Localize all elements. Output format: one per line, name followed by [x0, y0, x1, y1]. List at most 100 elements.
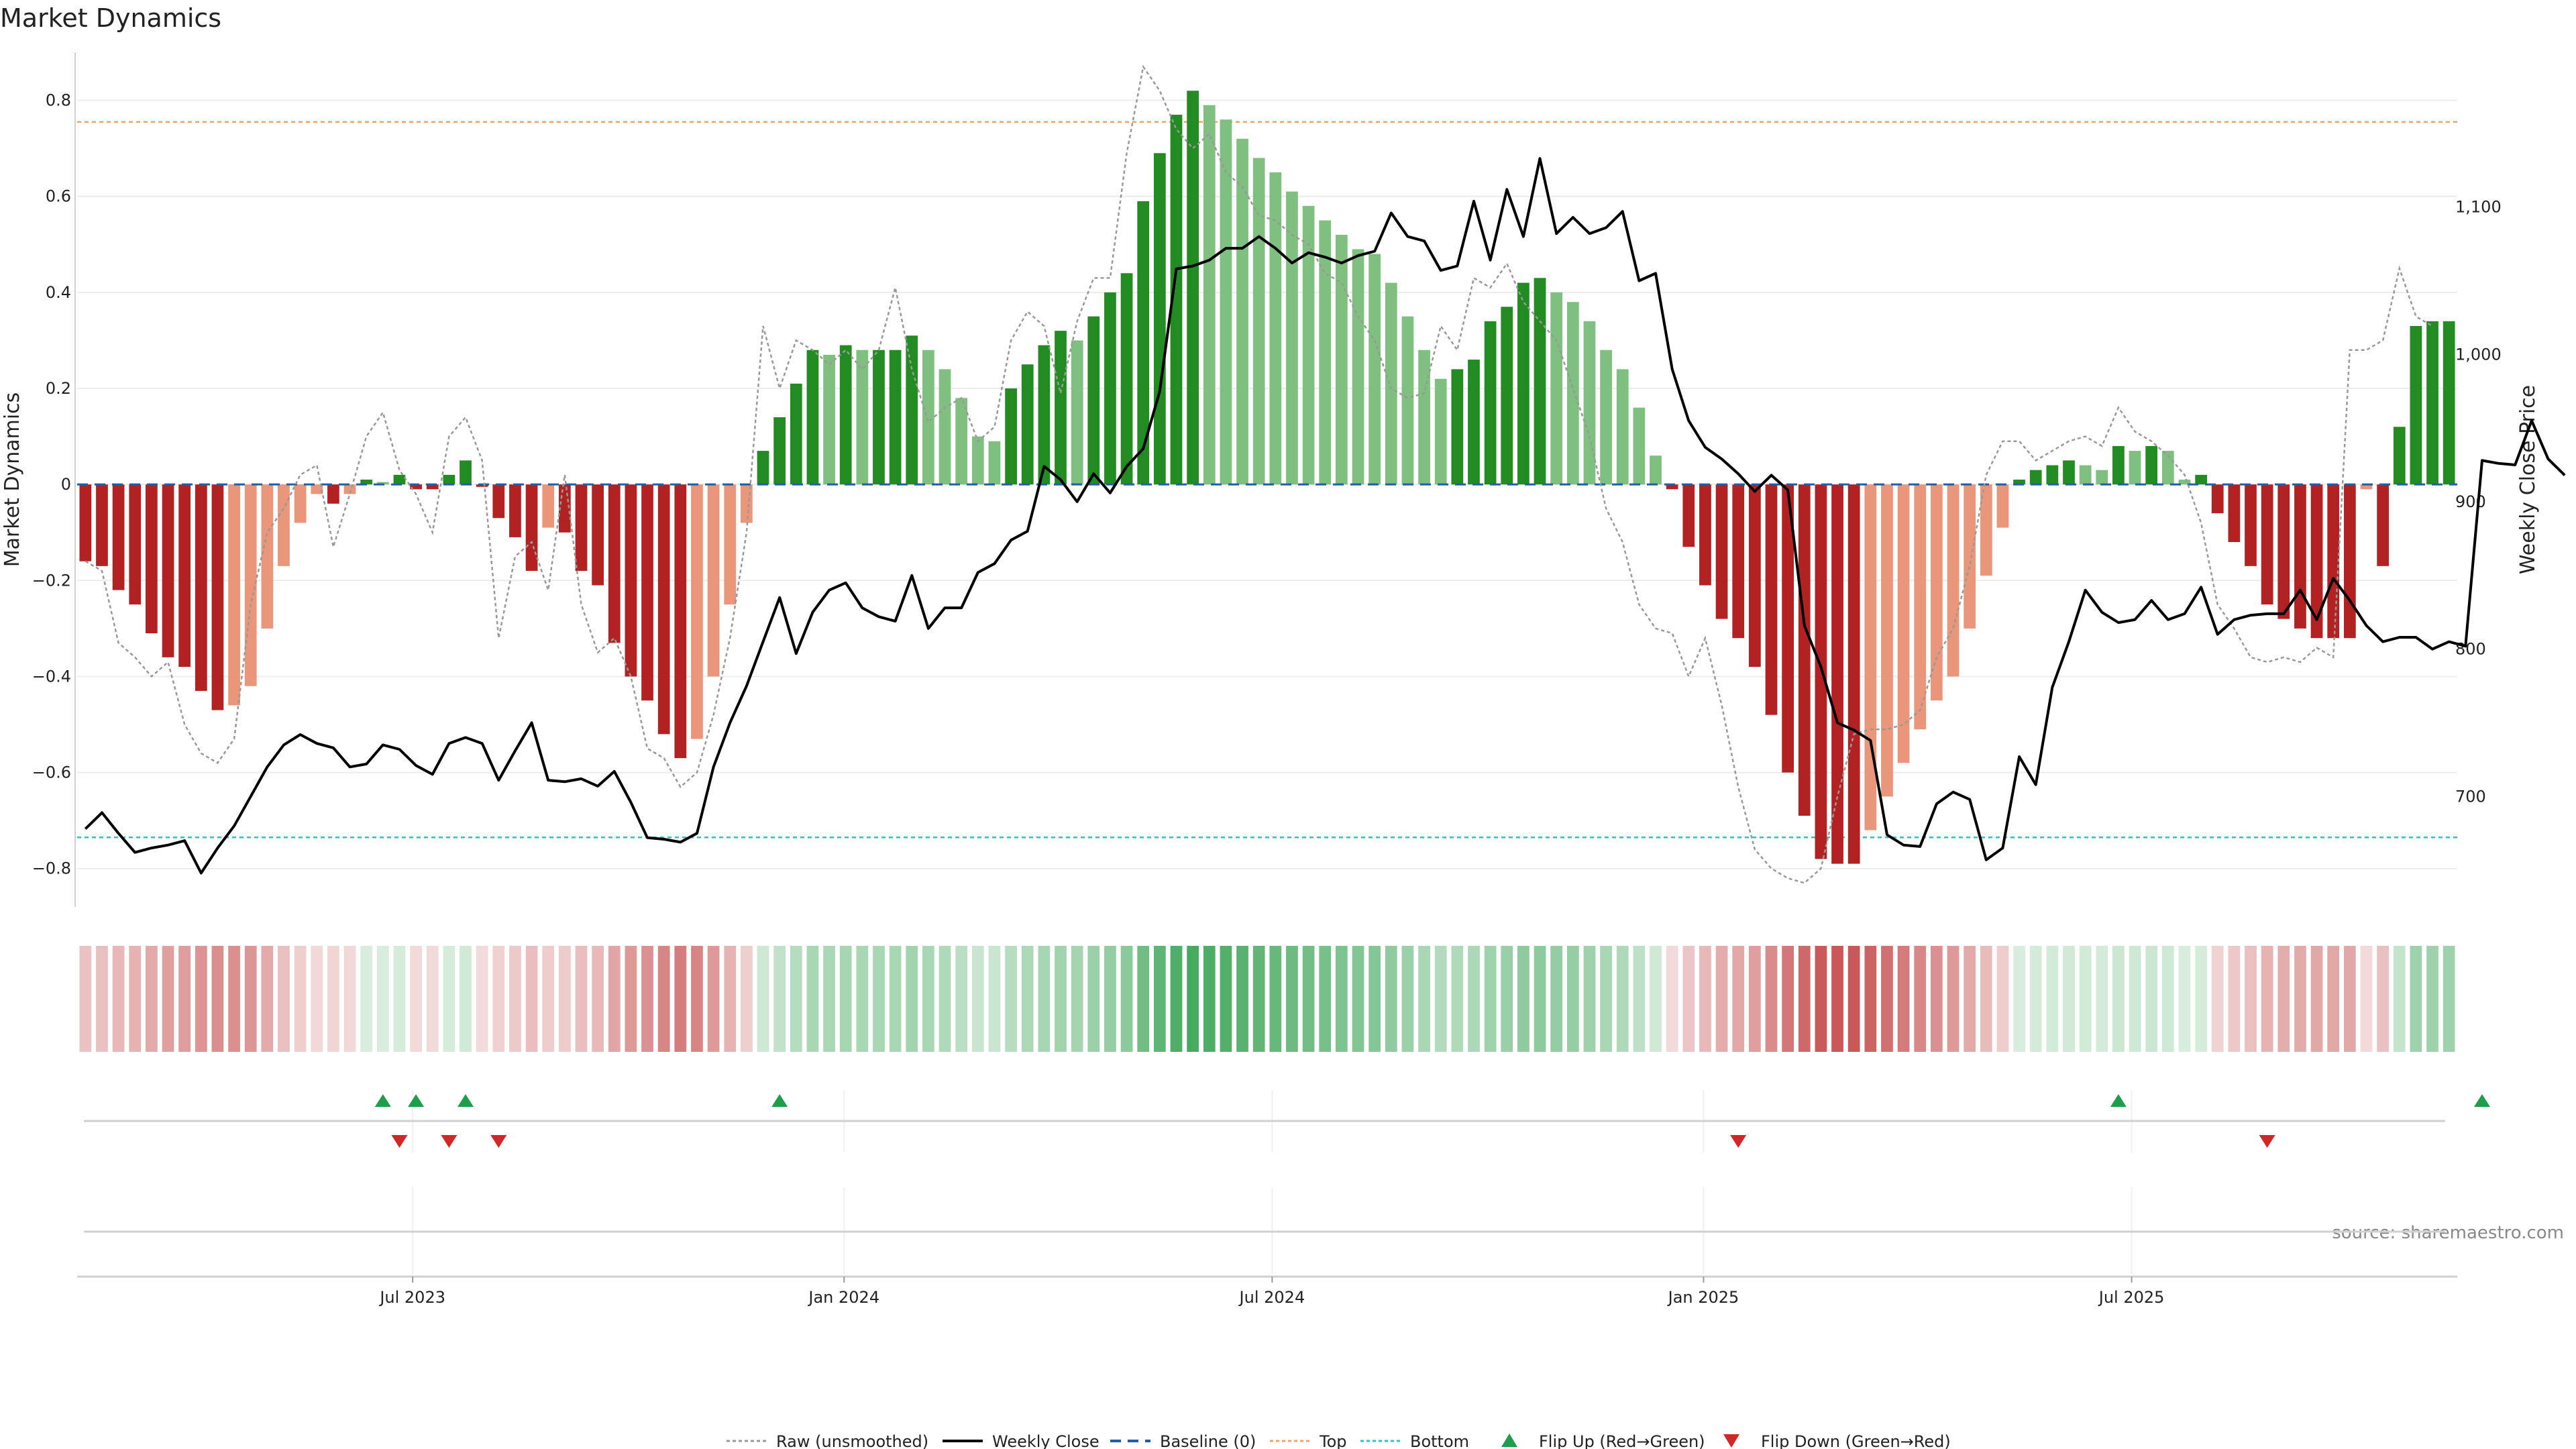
heat-cell — [707, 946, 720, 1052]
dynamics-bar — [1418, 350, 1430, 485]
dynamics-bar — [1633, 407, 1646, 485]
heat-cell — [2327, 946, 2340, 1052]
heat-cell — [2161, 946, 2174, 1052]
legend: Raw (unsmoothed) Weekly Close Baseline (0)… — [727, 1432, 1951, 1449]
dynamics-bar — [2443, 321, 2455, 485]
heat-cell — [1236, 946, 1248, 1052]
heat-cell — [773, 946, 786, 1052]
heat-cell — [1451, 946, 1464, 1052]
flip-down-marker — [441, 1135, 458, 1148]
heat-cell — [1137, 946, 1150, 1052]
heat-cell — [1996, 946, 2009, 1052]
heat-cell — [1170, 946, 1183, 1052]
dynamics-bar — [906, 335, 918, 485]
heat-cell — [1187, 946, 1199, 1052]
dynamics-bar — [376, 482, 389, 485]
heat-cell — [1897, 946, 1910, 1052]
heat-cell — [2013, 946, 2025, 1052]
dynamics-bar — [1137, 201, 1150, 485]
legend-item-top: Top — [1270, 1432, 1347, 1449]
chart-title: Market Dynamics — [0, 3, 221, 33]
dynamics-bar — [2261, 484, 2273, 605]
dynamics-bar — [790, 383, 802, 485]
heat-cell — [2426, 946, 2438, 1052]
dynamics-bar — [244, 484, 257, 686]
dynamics-bar — [1071, 340, 1083, 485]
heat-cell — [1748, 946, 1761, 1052]
heat-cell — [393, 946, 406, 1052]
y2-axis-label: Weekly Close Price — [2516, 385, 2540, 574]
dynamics-bar — [1748, 484, 1761, 667]
heat-cell — [1401, 946, 1414, 1052]
dynamics-bar — [1847, 484, 1860, 864]
dynamics-bar — [195, 484, 207, 691]
flip-up-marker — [408, 1094, 425, 1107]
dynamics-bar — [691, 484, 703, 739]
heat-cell — [129, 946, 142, 1052]
dynamics-bar — [707, 484, 720, 677]
heat-cell — [1104, 946, 1116, 1052]
dynamics-bar — [327, 484, 339, 504]
flip-down-marker — [391, 1135, 408, 1148]
flip-up-marker — [458, 1094, 474, 1107]
heat-cell — [2063, 946, 2075, 1052]
heat-cell — [1583, 946, 1596, 1052]
dynamics-bar — [178, 484, 191, 667]
legend-label: Flip Down (Green→Red) — [1761, 1432, 1951, 1449]
dynamics-bar — [443, 474, 455, 485]
heat-cell — [195, 946, 207, 1052]
x-tick-label: Jan 2024 — [807, 1288, 879, 1307]
dynamics-bar — [757, 451, 769, 485]
heat-cell — [1566, 946, 1579, 1052]
dynamics-bar — [492, 484, 505, 519]
heat-cell — [1931, 946, 1943, 1052]
dynamics-bar — [1765, 484, 1778, 715]
dynamics-bar — [360, 480, 373, 485]
heat-cell — [1286, 946, 1298, 1052]
heat-cell — [2112, 946, 2125, 1052]
dynamics-bar — [1881, 484, 1893, 797]
y-tick-label: −0.2 — [32, 571, 71, 590]
heat-cell — [641, 946, 653, 1052]
dynamics-bar — [228, 484, 240, 706]
heat-cell — [1468, 946, 1480, 1052]
heat-cell — [806, 946, 819, 1052]
heat-cell — [1153, 946, 1166, 1052]
heat-cell — [96, 946, 108, 1052]
dynamics-bar — [343, 484, 356, 494]
heat-cell — [327, 946, 339, 1052]
heat-cell — [162, 946, 174, 1052]
dynamics-bar — [1401, 316, 1414, 485]
flip-down-marker — [1730, 1135, 1747, 1148]
legend-item-raw: Raw (unsmoothed) — [727, 1432, 928, 1449]
dynamics-bar — [1534, 278, 1546, 485]
dynamics-bar — [311, 484, 323, 494]
x-tick-label: Jan 2025 — [1667, 1288, 1739, 1307]
dynamics-bar — [542, 484, 555, 528]
legend-item-baseline: Baseline (0) — [1110, 1432, 1256, 1449]
heat-cell — [244, 946, 257, 1052]
dynamics-bar — [1286, 191, 1298, 485]
heat-cell — [1501, 946, 1513, 1052]
legend-item-bottom: Bottom — [1360, 1432, 1469, 1449]
dynamics-bar — [889, 350, 902, 485]
heat-cell — [2129, 946, 2141, 1052]
dynamics-bar — [1336, 234, 1348, 485]
heat-cell — [1732, 946, 1745, 1052]
dynamics-bar — [1682, 484, 1695, 547]
x-axis: Jul 2023 Jan 2024 Jul 2024 Jan 2025 Jul 2025 — [77, 1275, 2457, 1307]
heat-cell — [1550, 946, 1563, 1052]
dynamics-bar — [2393, 427, 2406, 485]
heat-cell — [2377, 946, 2389, 1052]
dynamics-bar — [2063, 460, 2075, 485]
heat-cell — [278, 946, 290, 1052]
heat-cell — [1815, 946, 1827, 1052]
dynamics-bar — [1996, 484, 2009, 528]
heat-cell — [426, 946, 439, 1052]
y-axis-label: Market Dynamics — [1, 392, 24, 568]
heat-cell — [294, 946, 307, 1052]
dynamics-bar — [410, 484, 422, 490]
dynamics-bar — [1798, 484, 1811, 816]
heat-cell — [2195, 946, 2207, 1052]
dynamics-bar — [2046, 465, 2059, 485]
